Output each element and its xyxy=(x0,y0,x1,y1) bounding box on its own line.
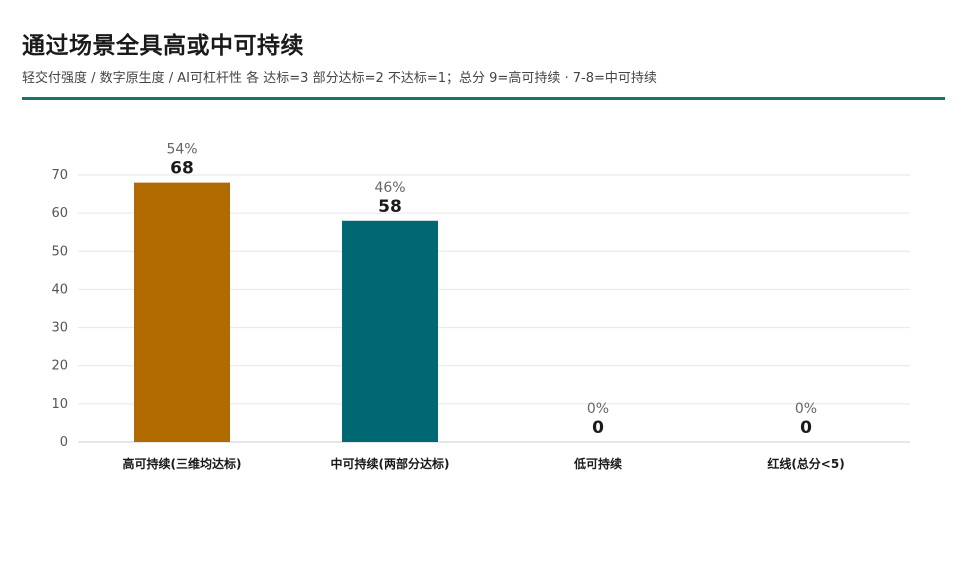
y-tick-label: 0 xyxy=(60,435,68,450)
y-axis: 0 10 20 30 40 50 60 70 xyxy=(51,168,68,450)
bars xyxy=(134,182,438,442)
page-subtitle: 轻交付强度 / 数字原生度 / AI可杠杆性 各 达标=3 部分达标=2 不达标… xyxy=(22,71,657,86)
bar xyxy=(342,220,438,442)
y-tick-label: 20 xyxy=(51,359,68,374)
value-label: 0 xyxy=(592,418,604,438)
y-tick-label: 40 xyxy=(51,282,68,297)
category-label: 红线(总分<5) xyxy=(767,456,844,471)
y-tick-label: 70 xyxy=(51,168,68,183)
value-label: 58 xyxy=(378,197,402,217)
value-label: 0 xyxy=(800,418,812,438)
category-label: 中可持续(两部分达标) xyxy=(331,456,450,471)
bar xyxy=(134,182,230,442)
percent-label: 0% xyxy=(587,401,609,417)
percent-label: 54% xyxy=(166,142,197,158)
percent-label: 0% xyxy=(795,401,817,417)
x-axis: 高可持续(三维均达标) 中可持续(两部分达标) 低可持续 红线(总分<5) xyxy=(123,456,845,471)
y-tick-label: 10 xyxy=(51,397,68,412)
header-divider xyxy=(22,97,945,100)
value-label: 68 xyxy=(170,159,194,179)
category-label: 低可持续 xyxy=(573,456,622,471)
page-title: 通过场景全具高或中可持续 xyxy=(22,33,304,59)
y-tick-label: 60 xyxy=(51,206,68,221)
y-tick-label: 30 xyxy=(51,321,68,336)
y-tick-label: 50 xyxy=(51,244,68,259)
category-label: 高可持续(三维均达标) xyxy=(123,456,242,471)
percent-label: 46% xyxy=(374,180,405,196)
